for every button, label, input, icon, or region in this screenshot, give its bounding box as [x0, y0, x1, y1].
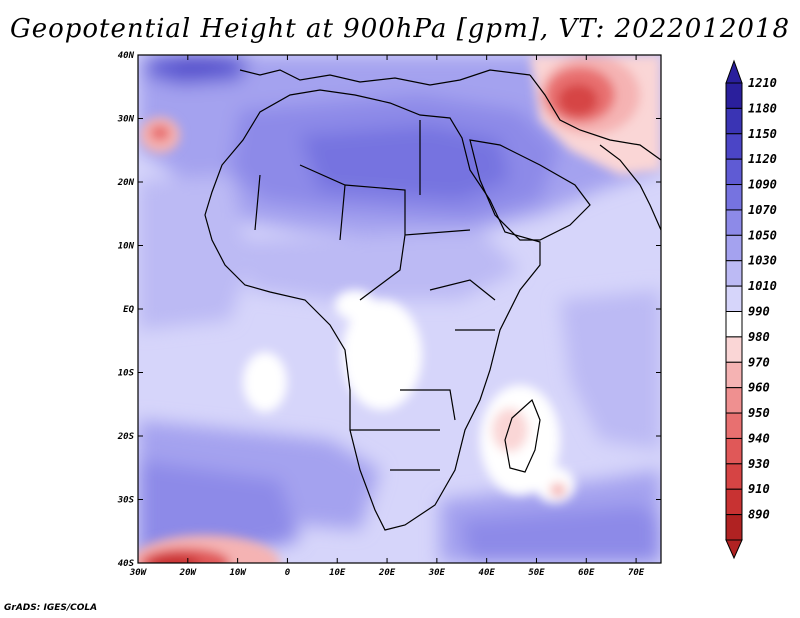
colorbar-swatch	[725, 311, 743, 338]
lat-tick-label: 10S	[118, 369, 135, 379]
colorbar-label: 1010	[748, 279, 777, 293]
colorbar-swatch	[725, 437, 743, 465]
lon-tick-label: 0	[285, 568, 291, 578]
height-field-shading	[138, 55, 661, 563]
lon-tick-label: 70E	[628, 568, 645, 578]
lon-tick-label: 10W	[229, 568, 247, 578]
colorbar-swatch	[725, 158, 743, 186]
colorbar-swatch	[725, 82, 743, 109]
lat-tick-label: 20S	[117, 432, 135, 442]
colorbar-label: 890	[748, 508, 770, 522]
lon-tick-label: 20E	[378, 568, 396, 578]
colorbar-label: 990	[748, 305, 770, 319]
colorbar-swatch	[725, 133, 743, 160]
colorbar-label: 970	[748, 355, 770, 369]
colorbar-swatch	[725, 488, 743, 516]
lat-tick-label: 40N	[118, 51, 135, 61]
lat-tick-label: 30S	[117, 496, 135, 506]
grads-credit: GrADS: IGES/COLA	[4, 603, 98, 613]
longitude-axis: 30W 20W 10W 0 10E 20E 30E 40E 50E 60E 70E	[129, 55, 645, 578]
latitude-axis: 40N 30N 20N 10N EQ 10S 20S 30S 40S	[117, 51, 661, 569]
lat-tick-label: 40S	[118, 559, 135, 569]
lat-tick-label: EQ	[123, 305, 134, 315]
colorbar-swatch	[725, 514, 743, 541]
colorbar-swatch	[725, 463, 743, 490]
colorbar-bottom-arrow	[725, 539, 743, 560]
lon-tick-label: 10E	[329, 568, 346, 578]
colorbar-label: 950	[748, 406, 770, 420]
colorbar-label: 1030	[748, 254, 777, 268]
map-title: Geopotential Height at 900hPa [gpm], VT:…	[9, 14, 791, 44]
colorbar-label: 1210	[748, 76, 777, 90]
colorbar-label: 910	[748, 482, 770, 496]
colorbar-swatch	[725, 234, 743, 262]
colorbar-label: 1070	[748, 203, 777, 217]
lon-tick-label: 40E	[479, 568, 496, 578]
colorbar-label: 1050	[748, 228, 777, 242]
colorbar-label: 1120	[748, 152, 777, 166]
lon-tick-label: 60E	[578, 568, 595, 578]
colorbar-swatch	[725, 387, 743, 414]
colorbar-label: 960	[748, 381, 770, 395]
colorbar: 1210 1180 1150 1120 1090 1070 1050 1030 1010 990 9…	[725, 59, 777, 560]
colorbar-swatch	[725, 260, 743, 287]
lat-tick-label: 30N	[117, 115, 135, 125]
lon-tick-label: 20W	[179, 568, 198, 578]
coastline	[204, 69, 661, 531]
colorbar-swatch	[725, 209, 743, 236]
colorbar-label: 1180	[748, 101, 777, 115]
lon-tick-label: 50E	[528, 568, 545, 578]
colorbar-swatch	[725, 285, 743, 313]
colorbar-swatch	[725, 184, 743, 211]
colorbar-label: 980	[748, 330, 770, 344]
colorbar-label: 940	[748, 431, 770, 445]
colorbar-top-arrow	[725, 59, 743, 84]
colorbar-swatch	[725, 361, 743, 389]
lat-tick-label: 20N	[117, 178, 135, 188]
lat-tick-label: 10N	[118, 242, 135, 252]
colorbar-swatch	[725, 336, 743, 363]
colorbar-label: 930	[748, 457, 770, 471]
colorbar-label: 1090	[748, 178, 777, 192]
colorbar-label: 1150	[748, 127, 777, 141]
lon-tick-label: 30W	[129, 568, 148, 578]
colorbar-swatch	[725, 412, 743, 439]
lon-tick-label: 30E	[428, 568, 446, 578]
colorbar-swatch	[725, 107, 743, 135]
